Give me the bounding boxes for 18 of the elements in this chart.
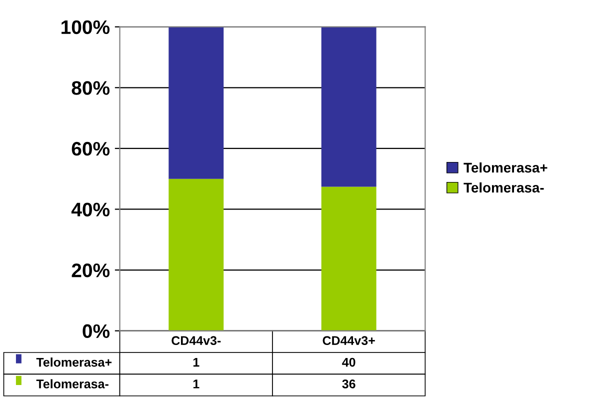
text: Telomerasa- [464,182,544,193]
y-tick-label: 80% [72,81,110,95]
text: 36 [342,380,356,388]
x-tick-label: CD44v3+ [322,336,375,346]
text: 40 [342,358,356,367]
text: Telomerasa+ [36,358,112,367]
legend-label: Telomerasa+ [464,162,548,173]
y-tick-label: 40% [71,202,110,216]
x-tick-label: CD44v3- [172,336,221,346]
y-tick-label: 0% [82,324,110,338]
text: 1 [193,380,200,388]
y-tick-label: 60% [72,142,110,156]
bar [321,26,376,187]
y-tick-label: 100% [62,20,110,34]
y-tick-label: 20% [72,263,110,278]
text: 1 [193,358,200,367]
bar [168,26,224,179]
legend-label: Telomerasa- [36,379,108,388]
